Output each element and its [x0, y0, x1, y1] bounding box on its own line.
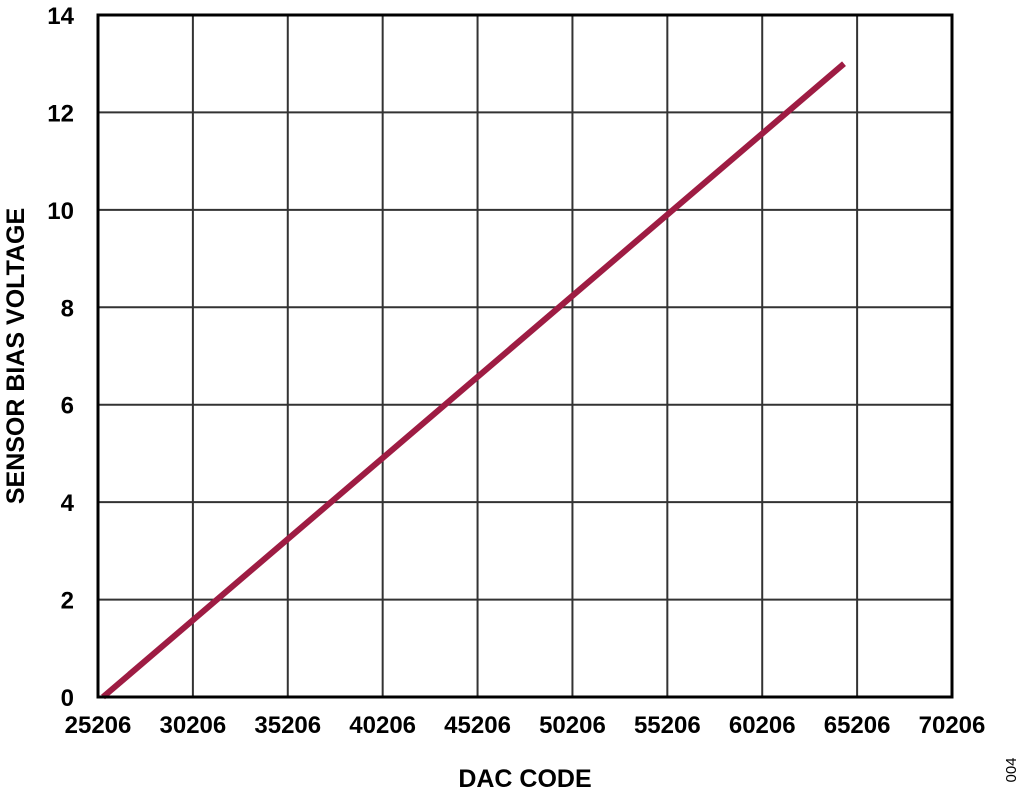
- x-tick-label: 60206: [729, 712, 796, 739]
- y-tick-label: 2: [61, 588, 74, 615]
- figure-number: 004: [1003, 757, 1020, 782]
- x-tick-label: 25206: [65, 712, 132, 739]
- y-tick-label: 6: [61, 393, 74, 420]
- y-tick-label: 8: [61, 295, 74, 322]
- y-tick-label: 0: [61, 685, 74, 712]
- x-tick-label: 35206: [254, 712, 321, 739]
- x-tick-label: 30206: [160, 712, 227, 739]
- plot-frame: [96, 13, 954, 699]
- y-axis-label: SENSOR BIAS VOLTAGE: [2, 208, 30, 504]
- x-tick-label: 70206: [919, 712, 986, 739]
- x-tick-labels: 25206 30206 35206 40206 45206 50206 55206 60206…: [65, 712, 986, 739]
- x-tick-label: 55206: [634, 712, 701, 739]
- x-tick-label: 45206: [444, 712, 511, 739]
- y-tick-label: 4: [61, 490, 75, 517]
- x-tick-label: 65206: [824, 712, 891, 739]
- y-tick-label: 10: [47, 198, 74, 225]
- y-tick-label: 12: [47, 100, 74, 127]
- x-axis-label: DAC CODE: [458, 765, 591, 793]
- series: [101, 61, 846, 700]
- series-line: [101, 61, 846, 700]
- y-tick-label: 14: [47, 3, 74, 30]
- y-tick-labels: 0 2 4 6 8 10 12 14: [47, 3, 74, 712]
- x-tick-label: 50206: [539, 712, 606, 739]
- x-tick-label: 40206: [349, 712, 416, 739]
